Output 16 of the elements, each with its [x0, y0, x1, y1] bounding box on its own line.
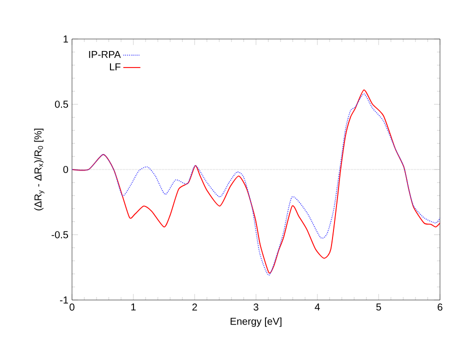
y-tick-label: 0 [63, 166, 68, 174]
y-tick-label: 1 [64, 36, 68, 42]
x-tick-label: 4 [314, 304, 320, 310]
x-tick-label: 2 [192, 304, 197, 311]
x-tick-label: 5 [376, 304, 382, 311]
legend-label: LF [110, 63, 120, 70]
x-tick-label: 0 [70, 304, 74, 311]
x-tick-label: 3 [254, 304, 258, 311]
y-tick-label: -1 [60, 296, 68, 304]
y-axis-title: (ΔR$_{y}$ - ΔR$_{x}$)/R$_{0}$ [%] [34, 128, 44, 210]
y-tick-label: -0.5 [52, 231, 68, 238]
y-tick-label: 0.5 [54, 100, 68, 108]
x-tick-label: 1 [131, 304, 136, 310]
legend-label: IP-RPA [89, 51, 121, 58]
x-axis-title: Energy [eV] [230, 317, 282, 327]
x-tick-label: 6 [438, 304, 442, 311]
